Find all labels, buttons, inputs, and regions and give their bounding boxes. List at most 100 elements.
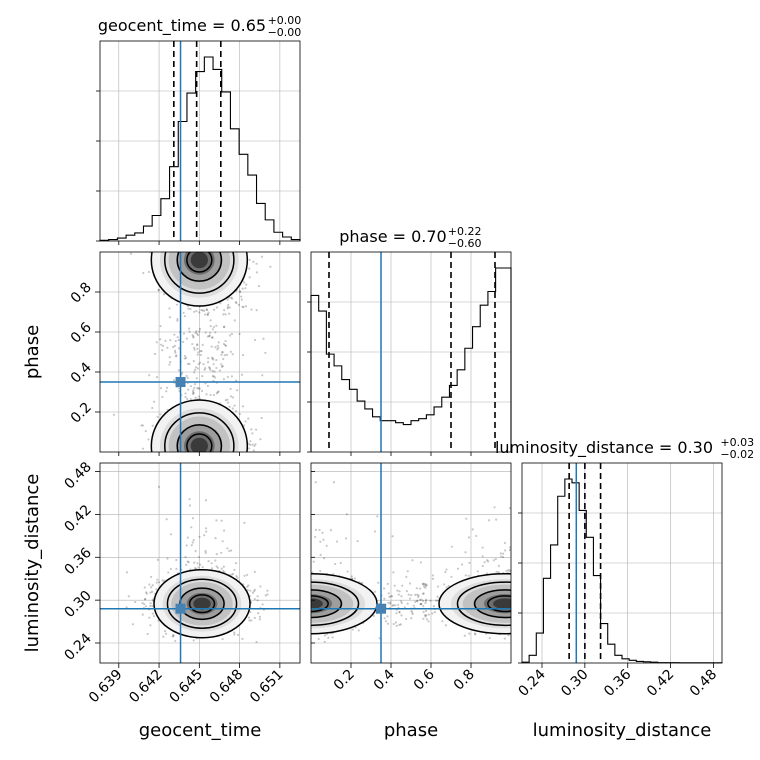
scatter-point xyxy=(258,618,262,621)
scatter-point xyxy=(261,374,264,377)
scatter-point xyxy=(177,369,181,372)
scatter-point xyxy=(351,628,355,631)
scatter-point xyxy=(193,386,196,389)
scatter-point xyxy=(221,638,224,641)
scatter-point xyxy=(233,404,236,407)
scatter-point xyxy=(210,567,214,570)
scatter-point xyxy=(460,563,464,566)
scatter-point xyxy=(251,443,254,446)
scatter-point xyxy=(483,561,486,564)
scatter-point xyxy=(317,637,320,641)
x-tick-label: 0.4 xyxy=(371,666,398,693)
scatter-point xyxy=(161,344,165,347)
scatter-point xyxy=(345,513,348,516)
scatter-point xyxy=(234,410,238,413)
scatter-point xyxy=(376,515,379,518)
scatter-point xyxy=(431,612,434,615)
scatter-point xyxy=(427,620,430,623)
scatter-point xyxy=(241,637,244,640)
scatter-point xyxy=(196,562,199,565)
scatter-point xyxy=(224,399,227,402)
scatter-point xyxy=(168,316,172,319)
scatter-point xyxy=(183,354,187,358)
scatter-point xyxy=(226,401,230,404)
scatter-point xyxy=(431,574,434,577)
scatter-point xyxy=(201,309,204,312)
scatter-point xyxy=(473,632,476,635)
scatter-point xyxy=(450,545,453,548)
scatter-point xyxy=(261,603,264,606)
scatter-point xyxy=(220,353,223,356)
scatter-point xyxy=(255,309,258,312)
scatter-point xyxy=(159,343,163,346)
scatter-point xyxy=(422,592,425,595)
scatter-point xyxy=(161,395,164,399)
scatter-point xyxy=(213,370,216,373)
scatter-point xyxy=(163,629,167,633)
scatter-point xyxy=(189,307,192,311)
scatter-point xyxy=(243,521,246,524)
scatter-point xyxy=(194,331,197,334)
scatter-point xyxy=(441,620,444,623)
hist-frame xyxy=(521,462,723,664)
scatter-point xyxy=(186,560,189,563)
scatter-point xyxy=(247,442,250,445)
scatter-point xyxy=(231,297,234,300)
scatter-point xyxy=(193,368,197,371)
scatter-point xyxy=(129,252,133,255)
scatter-point xyxy=(391,535,394,538)
scatter-point xyxy=(481,546,484,549)
scatter-point xyxy=(269,265,272,268)
scatter-point xyxy=(240,373,244,376)
scatter-point xyxy=(148,583,151,586)
scatter-point xyxy=(165,390,168,393)
scatter-point xyxy=(159,387,163,390)
scatter-point xyxy=(436,595,439,598)
scatter-point xyxy=(206,384,209,388)
scatter-point xyxy=(143,603,146,606)
scatter-point xyxy=(406,570,409,573)
scatter-point xyxy=(172,345,175,349)
scatter-point xyxy=(157,289,160,292)
scatter-point xyxy=(172,633,175,637)
scatter-point xyxy=(207,311,210,314)
scatter-point xyxy=(397,603,400,606)
scatter-point xyxy=(193,561,196,564)
scatter-point xyxy=(416,593,419,596)
scatter-point xyxy=(228,405,231,408)
scatter-point xyxy=(196,353,199,356)
scatter-point xyxy=(175,558,178,562)
scatter-point xyxy=(424,609,428,613)
scatter-point xyxy=(414,593,417,597)
scatter-point xyxy=(396,589,399,592)
scatter-point xyxy=(229,387,232,391)
scatter-point xyxy=(212,325,215,329)
scatter-point xyxy=(251,432,254,435)
scatter-point xyxy=(211,336,214,339)
scatter-point xyxy=(155,376,159,379)
scatter-point xyxy=(149,591,152,594)
scatter-point xyxy=(221,351,224,354)
scatter-point xyxy=(205,308,208,311)
scatter-point xyxy=(503,541,506,545)
scatter-point xyxy=(398,610,401,614)
scatter-point xyxy=(222,565,225,568)
hist-panel-geocent_time: geocent_time = 0.65 +0.00−0.00 xyxy=(96,14,301,242)
x-axis-label: phase xyxy=(384,720,438,741)
scatter-point xyxy=(389,602,392,605)
scatter-point xyxy=(468,561,471,564)
scatter-point xyxy=(196,343,199,346)
scatter-point xyxy=(191,342,194,346)
scatter-point xyxy=(197,351,200,354)
scatter-point xyxy=(192,639,195,642)
scatter-point xyxy=(144,429,147,433)
scatter-point xyxy=(207,559,210,563)
scatter-point xyxy=(196,387,199,390)
scatter-point xyxy=(258,615,261,618)
scatter-point xyxy=(488,636,491,640)
scatter-point xyxy=(327,636,330,639)
scatter-point xyxy=(204,527,208,530)
x-tick-label: 0.651 xyxy=(247,667,287,707)
scatter-point xyxy=(211,328,214,331)
scatter-point xyxy=(322,538,325,541)
